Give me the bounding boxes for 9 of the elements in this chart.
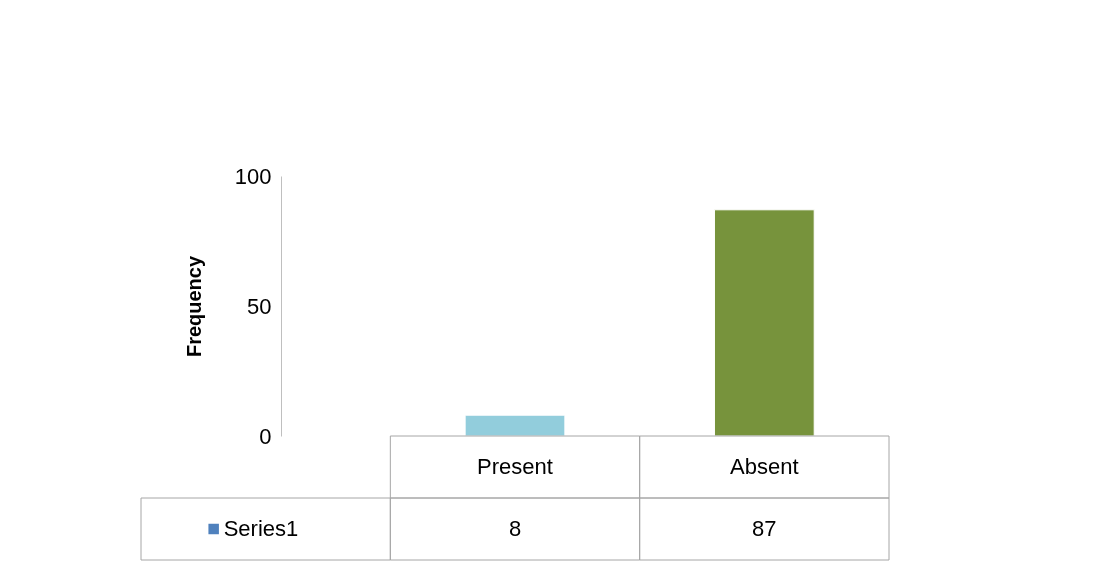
y-axis-title: Frequency (182, 255, 205, 358)
y-tick-label: 100 (234, 163, 272, 189)
data-label: 8 (508, 516, 522, 541)
y-tick-label: 0 (259, 423, 272, 449)
x-tick-label: Absent (730, 454, 799, 479)
data-label: 87 (752, 516, 777, 541)
y-tick-label: 50 (247, 293, 272, 319)
x-tick-label: Present (477, 454, 553, 479)
text: Series1 (223, 516, 299, 541)
